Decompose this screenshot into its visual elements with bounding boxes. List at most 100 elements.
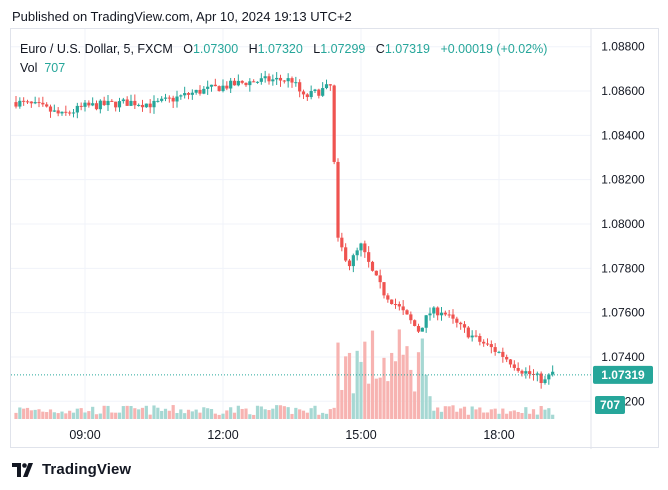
candle-body — [501, 351, 505, 357]
volume-bar — [259, 406, 263, 419]
volume-bar — [94, 414, 99, 419]
candle-body — [45, 104, 49, 107]
volume-bar — [382, 357, 386, 419]
volume-bar — [359, 361, 363, 419]
candle-body — [409, 314, 413, 321]
volume-bar — [75, 408, 79, 419]
candle-body — [470, 335, 474, 338]
candle-body — [317, 89, 321, 96]
candle-body — [378, 275, 382, 283]
candle-body — [278, 77, 283, 81]
volume-bar — [317, 414, 321, 419]
chart-svg[interactable]: 1.072001.074001.076001.078001.080001.082… — [11, 29, 660, 449]
volume-bar — [125, 405, 129, 419]
candle-body — [106, 100, 110, 106]
volume-bar — [202, 407, 206, 419]
volume-bar — [83, 412, 87, 419]
volume-bar — [60, 411, 64, 419]
last-volume-tag-text: 707 — [600, 398, 620, 412]
candle-body — [528, 371, 532, 375]
volume-bar — [64, 413, 68, 419]
volume-bar — [137, 409, 141, 419]
volume-bar — [56, 413, 60, 419]
volume-bar — [217, 414, 221, 419]
candle-body — [137, 104, 141, 106]
candle-body — [98, 100, 102, 110]
candle-body — [114, 101, 118, 108]
candle-body — [267, 76, 271, 82]
candle-body — [56, 110, 60, 114]
candle-body — [405, 310, 409, 315]
candle-body — [508, 359, 513, 365]
volume-bar — [305, 412, 309, 419]
candle-body — [309, 90, 313, 98]
candles — [14, 70, 555, 389]
volume-bar — [455, 411, 459, 419]
volume-bar — [198, 412, 202, 419]
candle-body — [102, 100, 106, 106]
candle-body — [225, 85, 229, 89]
volume-bar — [420, 338, 424, 419]
volume-bar — [439, 411, 444, 419]
y-axis: 1.072001.074001.076001.078001.080001.082… — [601, 40, 645, 409]
candle-body — [163, 97, 168, 99]
volume-bar — [497, 413, 501, 419]
volume-bar — [140, 407, 145, 419]
candle-body — [401, 306, 405, 311]
legend: Euro / U.S. Dollar, 5, FXCM O1.07300 H1.… — [20, 40, 547, 78]
candle-body — [459, 322, 463, 325]
candle-body — [428, 313, 432, 316]
candle-body — [144, 103, 148, 108]
candle-body — [324, 84, 329, 89]
candle-body — [275, 77, 279, 80]
candle-body — [232, 80, 237, 86]
candle-body — [94, 103, 99, 110]
candle-body — [482, 341, 486, 344]
volume-bar — [459, 408, 463, 419]
volume-bar — [313, 405, 317, 419]
volume-bar — [347, 352, 352, 419]
volume-bar — [171, 405, 175, 419]
candle-body — [321, 88, 325, 96]
candle-body — [416, 325, 421, 332]
volume-bar — [370, 330, 375, 419]
legend-row-vol: Vol 707 — [20, 59, 547, 78]
candle-body — [547, 374, 551, 380]
candle-body — [370, 261, 375, 271]
x-tick-label: 09:00 — [69, 428, 100, 442]
candle-body — [148, 103, 152, 108]
volume-bar — [397, 329, 401, 419]
y-tick-label: 1.07600 — [601, 306, 645, 320]
volume-bar — [547, 408, 551, 419]
published-line: Published on TradingView.com, Apr 10, 20… — [12, 9, 352, 24]
candle-body — [271, 79, 275, 82]
volume-bar — [286, 407, 290, 419]
volume-bar — [244, 408, 248, 419]
volume-bar — [68, 410, 72, 419]
candle-body — [474, 335, 478, 337]
volume-bar — [508, 411, 513, 419]
high-value: 1.07320 — [257, 42, 303, 56]
candle-body — [183, 93, 187, 96]
volume-bar — [148, 414, 152, 419]
candle-body — [52, 110, 56, 112]
volume-bar — [336, 342, 340, 419]
volume-bar — [179, 409, 183, 419]
volume-bar — [163, 408, 168, 419]
legend-row-ohlc: Euro / U.S. Dollar, 5, FXCM O1.07300 H1.… — [20, 40, 547, 59]
chart-frame[interactable]: 1.072001.074001.076001.078001.080001.082… — [10, 28, 660, 449]
candle-body — [198, 89, 202, 94]
candle-body — [344, 247, 348, 261]
candle-body — [75, 105, 79, 113]
x-tick-label: 18:00 — [483, 428, 514, 442]
candle-body — [493, 347, 497, 352]
candle-body — [190, 92, 194, 95]
candle-body — [87, 102, 91, 106]
volume-bar — [106, 405, 110, 419]
volume-bar — [263, 409, 267, 419]
high-label: H — [248, 42, 258, 56]
y-tick-label: 1.08400 — [601, 128, 645, 142]
candle-body — [386, 295, 390, 300]
volume-bar — [409, 369, 413, 419]
last-price-tag: 1.07319 — [593, 365, 653, 384]
